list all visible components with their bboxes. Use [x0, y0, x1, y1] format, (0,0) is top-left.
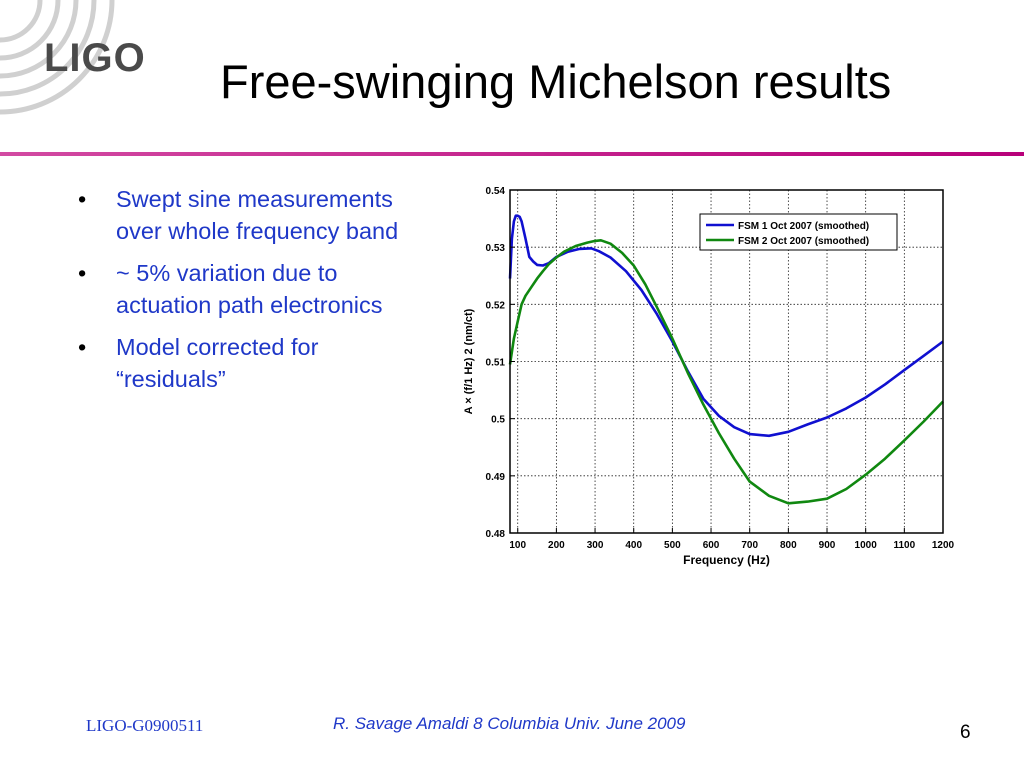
- y-tick-label: 0.53: [486, 243, 506, 254]
- x-tick-label: 400: [625, 540, 642, 551]
- x-tick-label: 100: [509, 540, 526, 551]
- x-tick-label: 200: [548, 540, 565, 551]
- x-tick-label: 700: [741, 540, 758, 551]
- footer-credit: R. Savage Amaldi 8 Columbia Univ. June 2…: [333, 714, 686, 733]
- bullet-list: • Swept sine measurements over whole freq…: [78, 183, 418, 405]
- y-tick-label: 0.54: [486, 186, 506, 197]
- bullet-item: • ~ 5% variation due to actuation path el…: [78, 257, 418, 321]
- series-line: [508, 214, 944, 438]
- page-number: 6: [960, 722, 971, 743]
- x-tick-label: 800: [780, 540, 797, 551]
- x-tick-label: 1000: [855, 540, 878, 551]
- y-tick-label: 0.49: [486, 472, 506, 483]
- bullet-text: Swept sine measurements over whole frequ…: [116, 186, 399, 244]
- legend-label: FSM 1 Oct 2007 (smoothed): [738, 221, 869, 232]
- y-tick-label: 0.51: [486, 358, 506, 369]
- bullet-text: ~ 5% variation due to actuation path ele…: [116, 260, 383, 318]
- slide-title: Free-swinging Michelson results: [220, 55, 892, 108]
- document-id: LIGO-G0900511: [86, 716, 204, 735]
- x-tick-label: 900: [819, 540, 836, 551]
- frequency-response-chart: 100 200 300 400 500 600 700 800 900 1000 1100 1200 0…: [463, 186, 955, 567]
- bullet-item: • Model corrected for “residuals”: [78, 331, 418, 395]
- x-tick-label: 1200: [932, 540, 955, 551]
- x-tick-label: 300: [587, 540, 604, 551]
- legend-box: [699, 213, 898, 251]
- y-tick-label: 0.48: [486, 529, 506, 540]
- legend-label: FSM 2 Oct 2007 (smoothed): [738, 236, 869, 247]
- bullet-dot-icon: •: [78, 260, 87, 286]
- x-tick-label: 600: [703, 540, 720, 551]
- title-divider: [0, 152, 1024, 156]
- ligo-logo: LIGO: [44, 36, 146, 80]
- series-line: [508, 239, 944, 505]
- y-tick-label: 0.52: [486, 300, 506, 311]
- bullet-dot-icon: •: [78, 186, 87, 212]
- bullet-item: • Swept sine measurements over whole freq…: [78, 183, 418, 247]
- x-axis-label: Frequency (Hz): [683, 553, 770, 567]
- bullet-dot-icon: •: [78, 334, 87, 360]
- x-tick-label: 1100: [893, 540, 915, 551]
- bullet-text: Model corrected for “residuals”: [116, 334, 319, 392]
- x-tick-label: 500: [664, 540, 681, 551]
- y-tick-label: 0.5: [491, 415, 505, 426]
- y-axis-label: A × (f/1 Hz) 2 (nm/ct): [463, 308, 475, 414]
